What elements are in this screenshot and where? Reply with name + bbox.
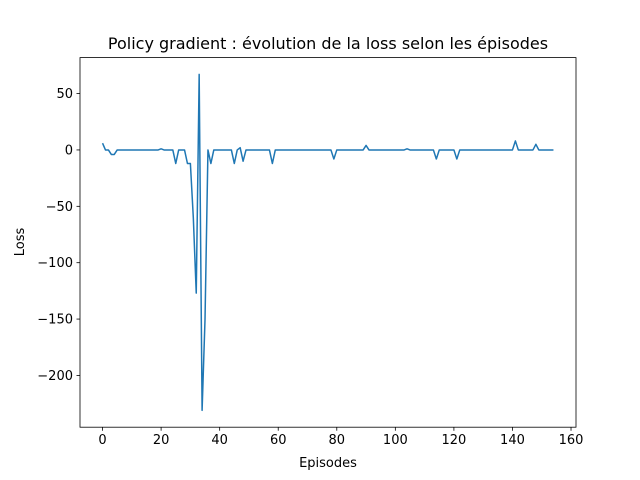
x-tick-label: 20 [153, 433, 170, 448]
x-axis-label: Episodes [299, 456, 357, 471]
y-tick-label: −150 [37, 313, 73, 328]
line-series [101, 73, 554, 412]
x-tick-label: 60 [270, 433, 287, 448]
x-tick-label: 120 [441, 433, 466, 448]
x-tick-label: 160 [559, 433, 584, 448]
y-tick-label: 50 [56, 87, 73, 102]
y-tick-label: −200 [37, 369, 73, 384]
plot-frame [79, 57, 577, 428]
x-tick-label: 80 [329, 433, 346, 448]
x-tick-label: 140 [500, 433, 525, 448]
y-tick-label: 0 [65, 143, 73, 158]
x-tick-label: 100 [383, 433, 408, 448]
y-tick-label: −50 [46, 200, 73, 215]
x-tick-label: 40 [211, 433, 228, 448]
y-axis-label: Loss [13, 228, 28, 257]
chart-title: Policy gradient : évolution de la loss s… [108, 34, 548, 53]
y-tick-label: −100 [37, 256, 73, 271]
x-tick-label: 0 [98, 433, 106, 448]
